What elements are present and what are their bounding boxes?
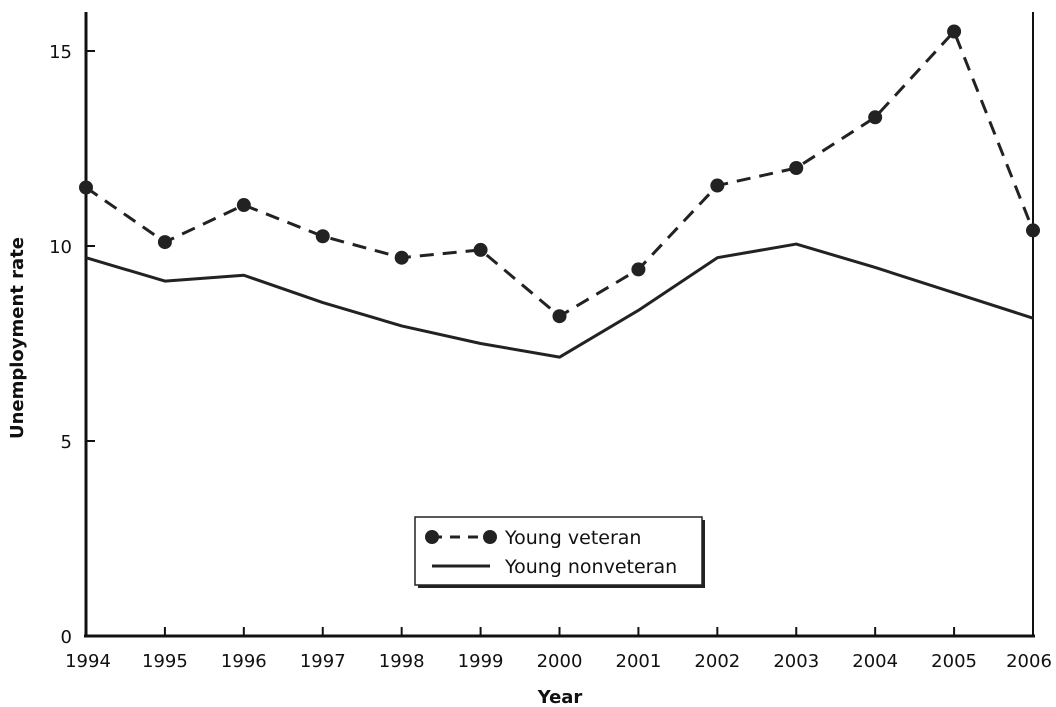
data-point-young-veteran <box>947 24 962 39</box>
data-point-young-veteran <box>631 262 646 277</box>
x-tick-label: 2004 <box>852 651 898 672</box>
data-point-young-veteran <box>79 180 93 195</box>
data-point-young-veteran <box>394 250 409 265</box>
series-line-young-nonveteran <box>85 242 1034 359</box>
data-point-young-veteran <box>315 229 330 244</box>
x-tick-label: 2000 <box>537 651 583 672</box>
y-tick-label: 5 <box>61 432 72 453</box>
y-tick-label: 15 <box>49 42 72 63</box>
x-tick-label: 1994 <box>65 651 111 672</box>
data-point-young-veteran <box>552 309 567 324</box>
x-tick-label: 1997 <box>300 651 346 672</box>
x-tick-label: 1996 <box>221 651 267 672</box>
data-point-young-veteran <box>868 110 883 125</box>
x-tick-label: 2001 <box>616 651 662 672</box>
y-tick-label: 0 <box>61 627 72 648</box>
data-point-young-veteran <box>1026 223 1040 238</box>
x-tick-label: 1998 <box>379 651 425 672</box>
legend-marker <box>425 530 439 544</box>
legend-label: Young veteran <box>504 527 641 549</box>
plot-area <box>79 24 1040 359</box>
x-tick-label: 1995 <box>142 651 188 672</box>
x-axis-title: Year <box>537 687 583 707</box>
y-tick-label: 10 <box>49 237 72 258</box>
y-axis-title: Unemployment rate <box>7 237 28 439</box>
x-tick-label: 1999 <box>458 651 504 672</box>
x-tick-label: 2002 <box>694 651 740 672</box>
legend-marker <box>483 530 497 544</box>
data-point-young-veteran <box>473 242 488 257</box>
legend-label: Young nonveteran <box>504 556 677 578</box>
data-point-young-veteran <box>236 198 251 213</box>
legend: Young veteran Young nonveteran <box>414 516 705 588</box>
x-tick-label: 2003 <box>773 651 819 672</box>
data-point-young-veteran <box>710 178 725 193</box>
legend-box <box>414 516 703 586</box>
x-tick-label: 2005 <box>931 651 977 672</box>
data-point-young-veteran <box>157 235 172 250</box>
data-point-young-veteran <box>789 161 804 175</box>
axes: 0 5 10 15 1994 1995 1996 1997 1998 1999 2000 2001 20… <box>49 12 1052 672</box>
x-tick-label: 2006 <box>1006 651 1052 672</box>
